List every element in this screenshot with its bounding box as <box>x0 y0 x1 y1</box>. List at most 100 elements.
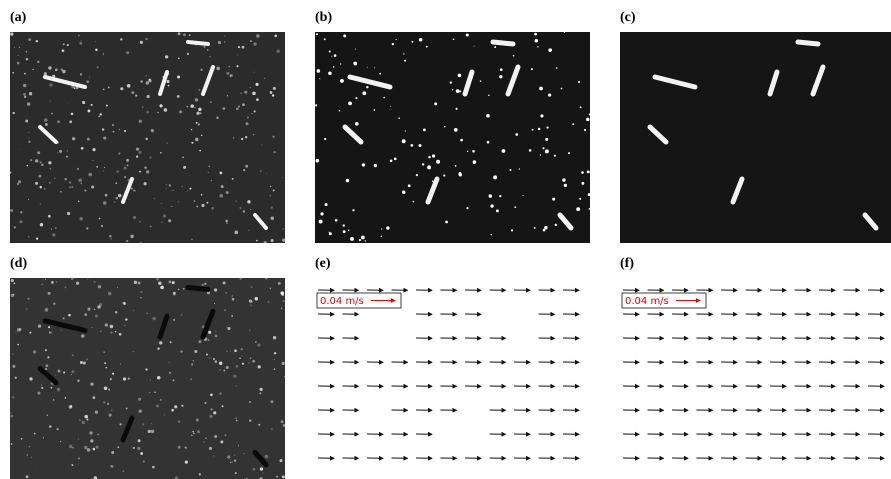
speck <box>490 204 493 207</box>
speck <box>20 211 22 213</box>
speck <box>245 136 247 138</box>
speck <box>133 351 134 352</box>
speck <box>222 405 224 407</box>
scale-label: 0.04 m/s <box>625 296 669 307</box>
speck <box>64 178 66 180</box>
speck <box>230 462 231 463</box>
speck <box>48 66 51 69</box>
speck <box>140 41 143 44</box>
speck <box>87 448 91 452</box>
speck <box>150 226 152 228</box>
speck <box>14 47 15 48</box>
speck <box>282 362 285 365</box>
speck <box>54 178 55 179</box>
speck <box>180 350 182 352</box>
speck <box>278 282 281 285</box>
speck <box>105 323 108 326</box>
speck <box>28 199 29 200</box>
speck <box>19 149 20 150</box>
speck <box>511 229 513 231</box>
speck <box>9 172 11 174</box>
speck <box>244 91 247 94</box>
speck <box>238 46 240 48</box>
speck <box>140 80 142 82</box>
speck <box>186 106 188 108</box>
speck <box>194 200 195 201</box>
speck <box>10 209 13 212</box>
speck <box>47 415 48 416</box>
speck <box>252 113 253 114</box>
speck <box>185 460 188 463</box>
speck <box>108 292 111 295</box>
speck <box>178 32 181 35</box>
speck <box>254 110 256 112</box>
speck <box>182 186 183 187</box>
speck <box>191 142 193 144</box>
speck <box>41 164 43 166</box>
speck <box>343 224 345 226</box>
speck <box>27 298 29 300</box>
speck <box>225 36 226 37</box>
speck <box>71 277 74 280</box>
speck <box>211 180 212 181</box>
speck <box>499 195 501 197</box>
speck <box>138 398 141 401</box>
speck <box>102 128 104 130</box>
speck <box>350 237 354 241</box>
speck <box>57 370 60 373</box>
speck <box>208 331 211 334</box>
speck <box>199 150 201 152</box>
speck <box>564 32 565 33</box>
speck <box>432 154 435 157</box>
speck <box>157 376 160 379</box>
speck <box>138 282 141 285</box>
speck <box>273 190 275 192</box>
speck <box>227 95 228 96</box>
speck <box>177 76 180 79</box>
speck <box>12 72 14 74</box>
speck <box>69 186 71 188</box>
speck <box>283 424 286 427</box>
speck <box>249 362 250 363</box>
speck <box>248 230 249 231</box>
speck <box>234 455 235 456</box>
speck <box>26 58 28 60</box>
speck <box>74 370 75 371</box>
speck <box>29 377 32 380</box>
speck <box>57 152 58 153</box>
speck <box>149 392 150 393</box>
speck <box>92 160 93 161</box>
speck <box>254 72 255 73</box>
speck <box>243 169 245 171</box>
speck <box>325 203 328 206</box>
speck <box>78 201 79 202</box>
speck <box>403 53 404 54</box>
speck <box>80 361 83 364</box>
speck <box>467 151 468 152</box>
speck <box>159 341 162 344</box>
speck <box>57 388 60 391</box>
speck <box>146 81 149 84</box>
speck <box>247 117 249 119</box>
speck <box>61 329 62 330</box>
speck <box>223 107 226 110</box>
speck <box>493 175 497 179</box>
speck <box>37 469 38 470</box>
speck <box>253 134 254 135</box>
speck <box>138 439 141 442</box>
speck <box>84 313 87 316</box>
speck <box>168 219 171 222</box>
speck <box>491 234 492 235</box>
speck <box>226 222 227 223</box>
speck <box>242 103 245 106</box>
speck <box>111 238 112 239</box>
speck <box>282 476 285 479</box>
speck <box>156 404 159 407</box>
speck <box>276 476 278 478</box>
speck <box>118 194 121 197</box>
scale-label: 0.04 m/s <box>320 296 364 307</box>
speck <box>195 138 198 141</box>
speck <box>223 370 225 372</box>
speck <box>139 221 141 223</box>
speck <box>124 325 125 326</box>
